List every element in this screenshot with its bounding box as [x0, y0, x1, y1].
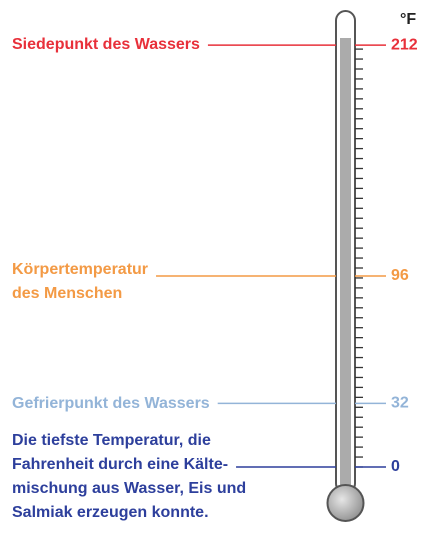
marker-label: Salmiak erzeugen konnte. — [12, 504, 209, 521]
markers: Siedepunkt des Wassers 212 Körpertemperatu… — [12, 36, 418, 521]
marker-value: 0 — [391, 458, 400, 475]
marker-label: des Menschen — [12, 285, 122, 302]
marker-label: Die tiefste Temperatur, die — [12, 432, 211, 449]
marker-value: 32 — [391, 395, 409, 412]
bulb — [326, 484, 365, 522]
marker-value: 96 — [391, 267, 409, 284]
scale-ticks — [355, 48, 363, 468]
marker-label: Körpertemperatur — [12, 261, 148, 278]
marker-label: mischung aus Wasser, Eis und — [12, 480, 246, 497]
marker-label: Fahrenheit durch eine Kälte- — [12, 456, 228, 473]
unit-label: °F — [400, 11, 416, 28]
marker-label: Gefrierpunkt des Wassers — [12, 395, 210, 412]
marker-value: 212 — [391, 36, 418, 53]
fluid — [340, 38, 351, 498]
marker-label: Siedepunkt des Wassers — [12, 36, 200, 53]
